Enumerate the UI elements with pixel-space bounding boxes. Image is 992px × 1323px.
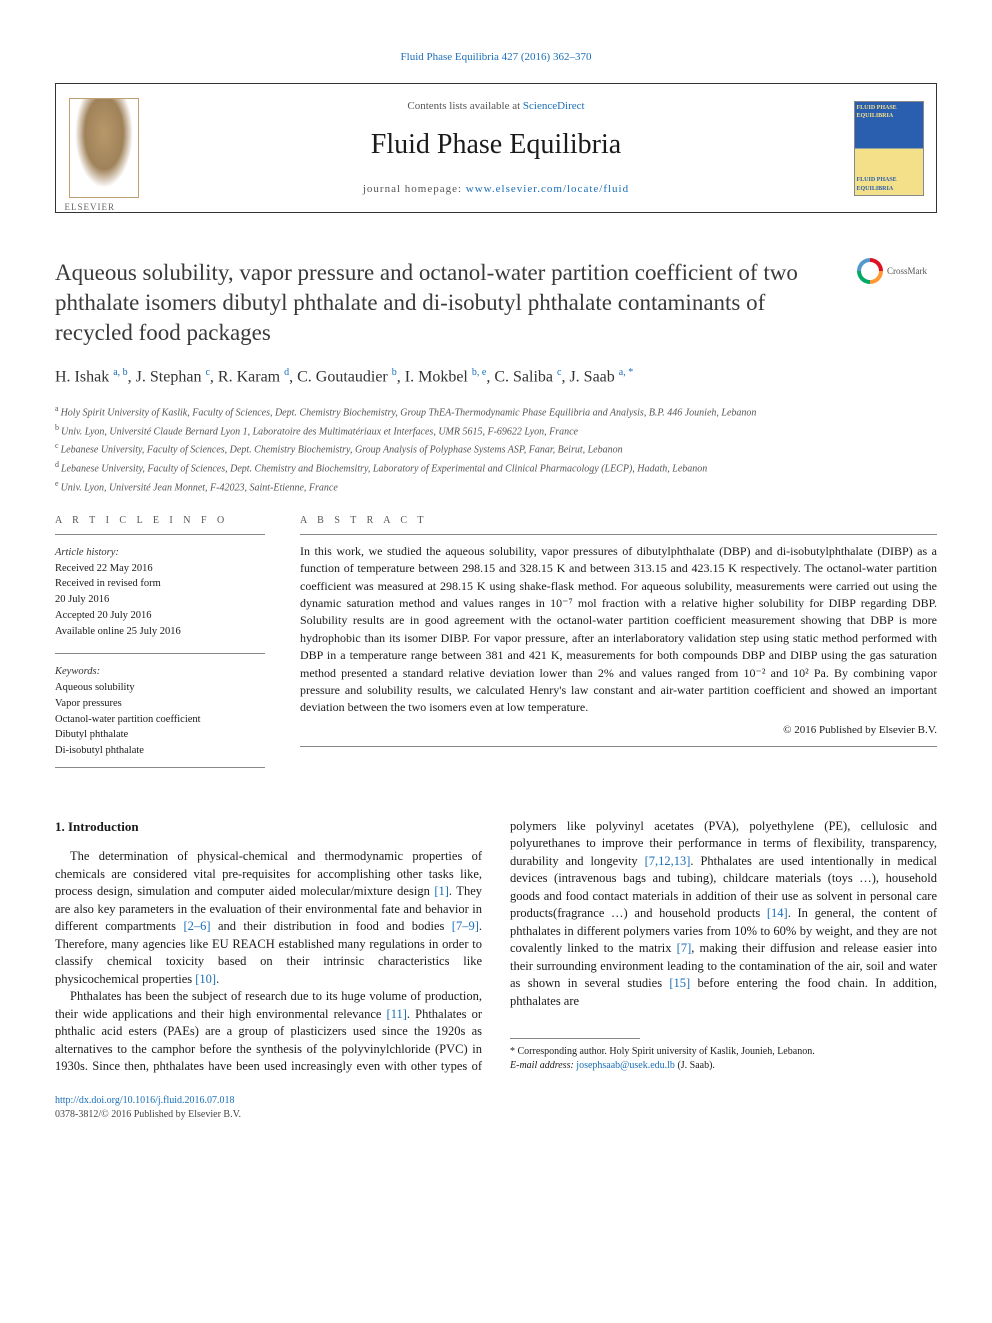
contents-prefix: Contents lists available at [407, 100, 522, 112]
section-1-heading: 1. Introduction [55, 818, 482, 836]
abstract-text: In this work, we studied the aqueous sol… [300, 534, 937, 717]
page-bottom: http://dx.doi.org/10.1016/j.fluid.2016.0… [55, 1094, 937, 1122]
journal-name: Fluid Phase Equilibria [371, 125, 621, 164]
journal-cover-thumb: FLUID PHASEEQUILIBRIA FLUID PHASEEQUILIB… [841, 84, 936, 212]
journal-header: Contents lists available at ScienceDirec… [55, 83, 937, 213]
affiliations: aHoly Spirit University of Kaslik, Facul… [55, 403, 937, 496]
crossmark-icon [857, 258, 883, 284]
keyword: Vapor pressures [55, 696, 265, 712]
sciencedirect-link[interactable]: ScienceDirect [523, 100, 585, 112]
article-title: Aqueous solubility, vapor pressure and o… [55, 258, 837, 348]
history-accepted: Accepted 20 July 2016 [55, 608, 265, 624]
article-info-column: A R T I C L E I N F O Article history: R… [55, 514, 265, 768]
abstract-heading: A B S T R A C T [300, 514, 937, 528]
article-info-heading: A R T I C L E I N F O [55, 514, 265, 528]
corresponding-footnote: * Corresponding author. Holy Spirit univ… [510, 1045, 937, 1073]
history-received: Received 22 May 2016 [55, 561, 265, 577]
affiliation: eUniv. Lyon, Université Jean Monnet, F-4… [55, 478, 937, 496]
keyword: Aqueous solubility [55, 680, 265, 696]
affiliation: dLebanese University, Faculty of Science… [55, 459, 937, 477]
keyword: Dibutyl phthalate [55, 727, 265, 743]
affiliation: bUniv. Lyon, Université Claude Bernard L… [55, 422, 937, 440]
history-label: Article history: [55, 545, 265, 561]
email-label: E-mail address: [510, 1060, 576, 1071]
history-revised: Received in revised form 20 July 2016 [55, 576, 265, 608]
footnote-separator [510, 1038, 640, 1039]
doi-link[interactable]: http://dx.doi.org/10.1016/j.fluid.2016.0… [55, 1095, 235, 1106]
corresponding-author: * Corresponding author. Holy Spirit univ… [510, 1045, 937, 1059]
crossmark-badge[interactable]: CrossMark [857, 258, 937, 284]
header-center: Contents lists available at ScienceDirec… [151, 84, 841, 212]
email-suffix: (J. Saab). [675, 1060, 715, 1071]
issn-copyright: 0378-3812/© 2016 Published by Elsevier B… [55, 1109, 241, 1120]
body-paragraph: The determination of physical-chemical a… [55, 848, 482, 988]
authors-line: H. Ishak a, b, J. Stephan c, R. Karam d,… [55, 366, 937, 389]
journal-citation[interactable]: Fluid Phase Equilibria 427 (2016) 362–37… [55, 50, 937, 65]
abstract-column: A B S T R A C T In this work, we studied… [300, 514, 937, 768]
abstract-copyright: © 2016 Published by Elsevier B.V. [300, 723, 937, 747]
homepage-prefix: journal homepage: [363, 183, 466, 195]
keyword: Di-isobutyl phthalate [55, 743, 265, 759]
affiliation: cLebanese University, Faculty of Science… [55, 440, 937, 458]
body-columns: 1. Introduction The determination of phy… [55, 818, 937, 1076]
elsevier-logo [56, 84, 151, 212]
history-online: Available online 25 July 2016 [55, 624, 265, 640]
keywords-label: Keywords: [55, 664, 265, 680]
affiliation: aHoly Spirit University of Kaslik, Facul… [55, 403, 937, 421]
keyword: Octanol-water partition coefficient [55, 712, 265, 728]
email-link[interactable]: josephsaab@usek.edu.lb [576, 1060, 675, 1071]
homepage-link[interactable]: www.elsevier.com/locate/fluid [466, 183, 629, 195]
crossmark-label: CrossMark [887, 265, 927, 278]
